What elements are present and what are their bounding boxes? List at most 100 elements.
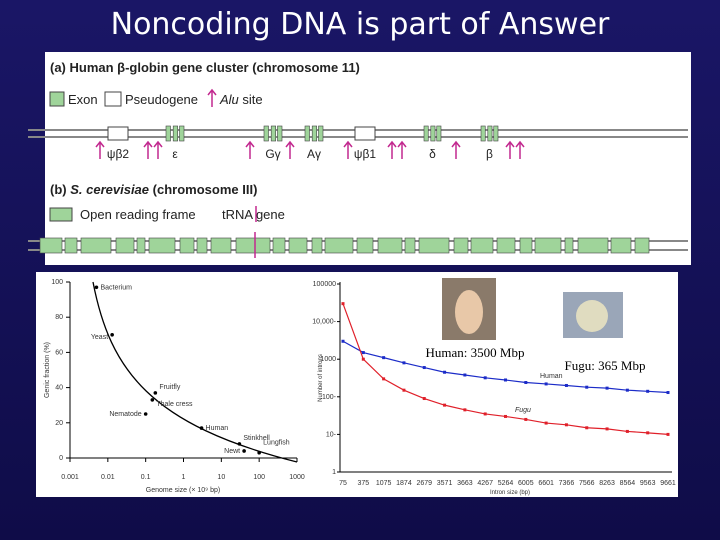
legend-alu: Alu site <box>219 92 263 107</box>
point <box>483 376 487 380</box>
point <box>564 383 568 387</box>
y-tick-label: 40 <box>55 385 63 392</box>
x-axis-title: Genome size (× 10⁹ bp) <box>146 487 220 494</box>
x-tick-label: 10 <box>217 474 225 481</box>
point <box>585 426 589 430</box>
point <box>361 351 365 355</box>
point <box>524 417 528 421</box>
panel-a-title: (a) Human β-globin gene cluster (chromos… <box>50 60 360 75</box>
orf <box>634 237 650 254</box>
y-tick-label: 1 <box>332 469 336 476</box>
x-tick-label: 3571 <box>437 480 453 487</box>
panel-b-chromosome: (chromosome III) <box>153 182 258 197</box>
yeast-genes <box>39 232 650 258</box>
point <box>341 339 345 343</box>
legend-orf: Open reading frame <box>80 207 196 222</box>
gene-label: ε <box>172 147 178 161</box>
exon <box>493 125 499 142</box>
orf <box>64 237 78 254</box>
point-label: Fruitfly <box>159 384 181 391</box>
exon <box>179 125 185 142</box>
fugu-label: Fugu: 365 Mbp <box>565 358 646 373</box>
orf <box>610 237 632 254</box>
legend-alu-italic: Alu <box>219 92 239 107</box>
orf <box>404 237 416 254</box>
x-tick-label: 3663 <box>457 480 473 487</box>
point-label: Bacterium <box>100 284 132 291</box>
point <box>524 381 528 385</box>
legend-alu-rest: site <box>242 92 262 107</box>
exon <box>430 125 436 142</box>
point-label: Yeast <box>91 334 108 341</box>
x-tick-label: 8263 <box>599 480 615 487</box>
x-tick-label: 2679 <box>416 480 432 487</box>
gene-label: ψβ1 <box>354 147 376 161</box>
orf <box>564 237 574 254</box>
y-tick-label: 0 <box>59 455 63 462</box>
gene-label: β <box>486 147 493 161</box>
orf <box>272 237 286 254</box>
point <box>564 423 568 427</box>
x-tick-label: 1075 <box>376 480 392 487</box>
y-tick-label: 1000 <box>320 356 336 363</box>
orf <box>577 237 609 254</box>
orf <box>311 237 323 254</box>
panel-b-organism: S. cerevisiae <box>70 182 149 197</box>
point <box>94 285 99 290</box>
point <box>443 403 447 407</box>
y-tick-label: 20 <box>55 420 63 427</box>
exon <box>165 125 171 142</box>
x-tick-label: 9661 <box>660 480 676 487</box>
alu-site <box>451 140 461 159</box>
series-label: Human <box>540 373 563 380</box>
x-tick-label: 0.1 <box>141 474 151 481</box>
point <box>605 427 609 431</box>
gene-label: Gγ <box>265 147 280 161</box>
orf <box>148 237 176 254</box>
x-tick-label: 7366 <box>559 480 575 487</box>
point <box>544 382 548 386</box>
gene-label: Aγ <box>307 147 321 161</box>
point <box>443 370 447 374</box>
point <box>646 389 650 393</box>
globin-genes: ψβ2 ε Gγ Aγ ψβ1 δ β <box>95 125 525 161</box>
alu-site <box>515 140 525 159</box>
point <box>402 361 406 365</box>
y-tick-label: 10,000- <box>312 319 336 326</box>
human-label: Human: 3500 Mbp <box>426 345 525 360</box>
x-tick-label: 9563 <box>640 480 656 487</box>
point <box>666 432 670 436</box>
legend-exon: Exon <box>68 92 98 107</box>
x-axis-title: Intron size (bp) <box>490 490 530 496</box>
point <box>422 366 426 370</box>
gene-label: δ <box>429 147 436 161</box>
y-axis-title: Number of introns <box>318 354 324 402</box>
point <box>666 391 670 395</box>
x-tick-label: 4267 <box>477 480 493 487</box>
fit-curve <box>92 281 298 463</box>
alu-site <box>505 140 515 159</box>
alu-site <box>285 140 295 159</box>
exon <box>172 125 178 142</box>
point <box>242 449 246 453</box>
alu-site <box>387 140 397 159</box>
y-tick-label: 80 <box>55 314 63 321</box>
point <box>382 377 386 381</box>
point <box>257 450 261 455</box>
exon-key <box>49 91 65 107</box>
x-tick-label: 6005 <box>518 480 534 487</box>
point <box>504 414 507 418</box>
x-tick-label: 100 <box>253 474 265 481</box>
y-axis-title: Genic fraction (%) <box>44 342 51 398</box>
orf <box>210 237 232 254</box>
exon <box>423 125 429 142</box>
x-tick-label: 1874 <box>396 480 412 487</box>
orf <box>418 237 450 254</box>
exon <box>304 125 310 142</box>
point-label: Lungfish <box>263 440 290 447</box>
pseudogene <box>354 126 376 141</box>
exon <box>480 125 486 142</box>
alu-site <box>153 140 163 159</box>
orf <box>179 237 195 254</box>
